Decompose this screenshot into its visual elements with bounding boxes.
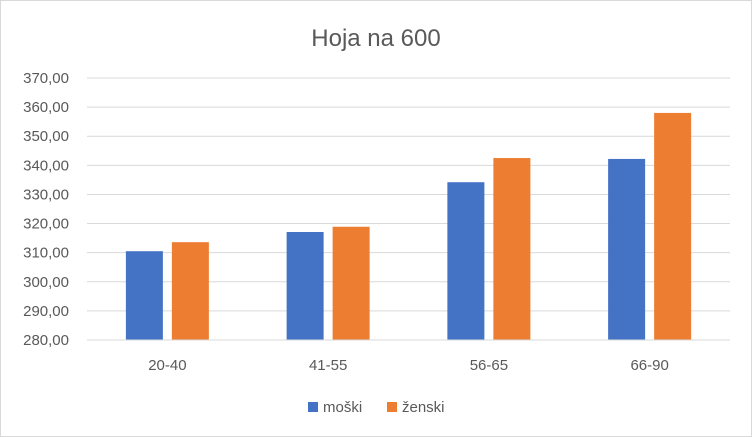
x-tick-label: 20-40	[148, 357, 186, 374]
bar-moški-20-40	[125, 251, 163, 340]
bars	[125, 112, 692, 340]
y-tick-label: 320,00	[23, 216, 69, 233]
x-tick-label: 41-55	[309, 357, 347, 374]
bar-ženski-66-90	[654, 112, 692, 340]
y-axis-ticks: 280,00 290,00 300,00 310,00 320,00 330,00 340,…	[23, 70, 69, 349]
y-tick-label: 310,00	[23, 245, 69, 262]
x-tick-label: 66-90	[630, 357, 668, 374]
y-tick-label: 370,00	[23, 70, 69, 87]
bar-ženski-41-55	[332, 226, 370, 340]
x-axis-ticks: 20-40 41-55 56-65 66-90	[148, 357, 669, 374]
legend-label: moški	[323, 399, 362, 416]
y-tick-label: 330,00	[23, 186, 69, 203]
y-tick-label: 280,00	[23, 332, 69, 349]
bar-ženski-56-65	[493, 158, 531, 340]
y-tick-label: 340,00	[23, 157, 69, 174]
bar-moški-41-55	[286, 231, 324, 340]
chart-title: Hoja na 600	[311, 25, 440, 52]
bar-ženski-20-40	[171, 242, 209, 340]
legend: moški ženski	[308, 399, 445, 416]
legend-label: ženski	[402, 399, 445, 416]
bar-moški-56-65	[447, 182, 485, 340]
x-tick-label: 56-65	[470, 357, 508, 374]
y-tick-label: 300,00	[23, 274, 69, 291]
bar-moški-66-90	[608, 158, 646, 340]
y-tick-label: 350,00	[23, 128, 69, 145]
y-tick-label: 290,00	[23, 303, 69, 320]
legend-swatch	[387, 402, 397, 412]
legend-swatch	[308, 402, 318, 412]
y-tick-label: 360,00	[23, 99, 69, 116]
